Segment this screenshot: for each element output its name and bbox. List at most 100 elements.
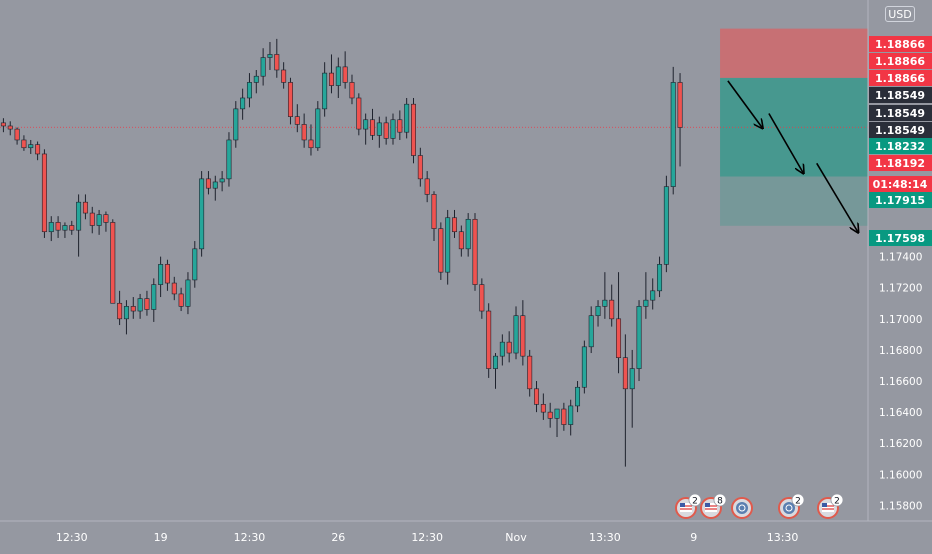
candle-body <box>55 222 61 231</box>
candle-body <box>226 139 232 180</box>
trend-arrow <box>727 80 762 128</box>
us-flag-icon[interactable]: 2 <box>675 493 702 519</box>
y-tick-label: 1.16600 <box>879 376 922 388</box>
candle <box>48 216 54 242</box>
candle-body <box>568 405 574 425</box>
candle-body <box>465 218 471 250</box>
candle <box>287 77 293 125</box>
candle <box>458 225 464 257</box>
candle <box>14 127 20 145</box>
candle-body <box>527 355 533 390</box>
candle <box>397 110 403 140</box>
candle <box>616 272 622 374</box>
candle <box>390 113 396 145</box>
globe-shape <box>736 502 748 514</box>
trend-arrow <box>816 162 858 231</box>
candle <box>117 290 123 326</box>
x-tick-label: 13:30 <box>589 531 621 544</box>
candle-body <box>117 302 123 320</box>
y-tick-label: 1.16800 <box>879 345 922 357</box>
candle-body <box>253 75 259 83</box>
candle-body <box>274 54 280 71</box>
candle-body <box>192 248 198 281</box>
x-tick-label: 19 <box>154 531 168 544</box>
candle <box>349 74 355 105</box>
candle-body <box>390 119 396 139</box>
candle <box>520 300 526 366</box>
us-flag-icon[interactable]: 2 <box>817 493 844 519</box>
candle <box>137 293 143 319</box>
candle-body <box>301 124 307 141</box>
price-label: 1.18549 <box>875 89 925 102</box>
y-tick-label: 1.17200 <box>879 283 922 295</box>
candle <box>486 303 492 378</box>
candle <box>130 297 136 319</box>
candle <box>472 213 478 291</box>
stop-loss-zone <box>720 28 868 78</box>
us-flag-icon[interactable]: 8 <box>700 493 727 519</box>
candle <box>192 241 198 288</box>
world-icon[interactable]: 2 <box>778 493 805 519</box>
currency-selector[interactable]: USD <box>885 6 915 22</box>
candle <box>622 334 628 467</box>
candle <box>411 97 416 164</box>
candle-body <box>534 388 540 405</box>
candle <box>431 191 437 242</box>
candle <box>561 402 567 431</box>
candle-body <box>472 218 478 285</box>
candle-body <box>233 108 239 141</box>
candle-body <box>677 82 683 128</box>
candle <box>69 220 75 235</box>
candle-body <box>294 116 300 125</box>
price-label: 1.18549 <box>875 107 925 120</box>
candle <box>609 284 615 327</box>
candle-body <box>103 214 109 223</box>
candle <box>171 276 177 301</box>
candle-body <box>493 355 498 369</box>
candle <box>89 206 95 234</box>
candle <box>301 113 307 148</box>
y-tick-label: 1.16200 <box>879 438 922 450</box>
candle-body <box>581 346 587 388</box>
y-tick-label: 1.16000 <box>879 469 922 481</box>
candle-body <box>328 72 334 86</box>
candle-body <box>397 119 403 133</box>
x-tick-label: 26 <box>331 531 345 544</box>
candle-body <box>540 404 546 413</box>
candle-body <box>404 103 410 133</box>
price-label: 1.18866 <box>875 55 925 68</box>
candle <box>96 209 102 235</box>
candle <box>663 175 669 273</box>
candle <box>21 135 27 151</box>
candle-body <box>240 97 246 110</box>
price-label-bg <box>869 36 932 52</box>
price-label-bg <box>869 155 932 171</box>
globe-line <box>738 504 746 512</box>
event-count: 2 <box>795 497 801 507</box>
price-label: 1.18866 <box>875 72 925 85</box>
candle-body <box>376 122 382 136</box>
candle <box>445 209 451 285</box>
candle-body <box>513 315 519 354</box>
candle <box>554 408 560 438</box>
candle-body <box>151 284 157 310</box>
candle-body <box>28 144 34 149</box>
candle-body <box>602 299 608 307</box>
y-tick-label: 1.17400 <box>879 252 922 264</box>
candle <box>322 62 328 117</box>
candle <box>363 113 369 145</box>
candle <box>547 402 553 428</box>
candle-body <box>452 217 457 233</box>
x-tick-label: 12:30 <box>56 531 88 544</box>
candle <box>575 381 581 413</box>
candle-body <box>499 341 505 357</box>
candle-body <box>636 306 642 369</box>
price-label: 1.17915 <box>875 194 925 207</box>
candle-body <box>315 108 321 149</box>
candle <box>383 116 389 145</box>
world-icon[interactable] <box>731 497 753 519</box>
candle-body <box>342 66 348 83</box>
y-tick-label: 1.16400 <box>879 407 922 419</box>
